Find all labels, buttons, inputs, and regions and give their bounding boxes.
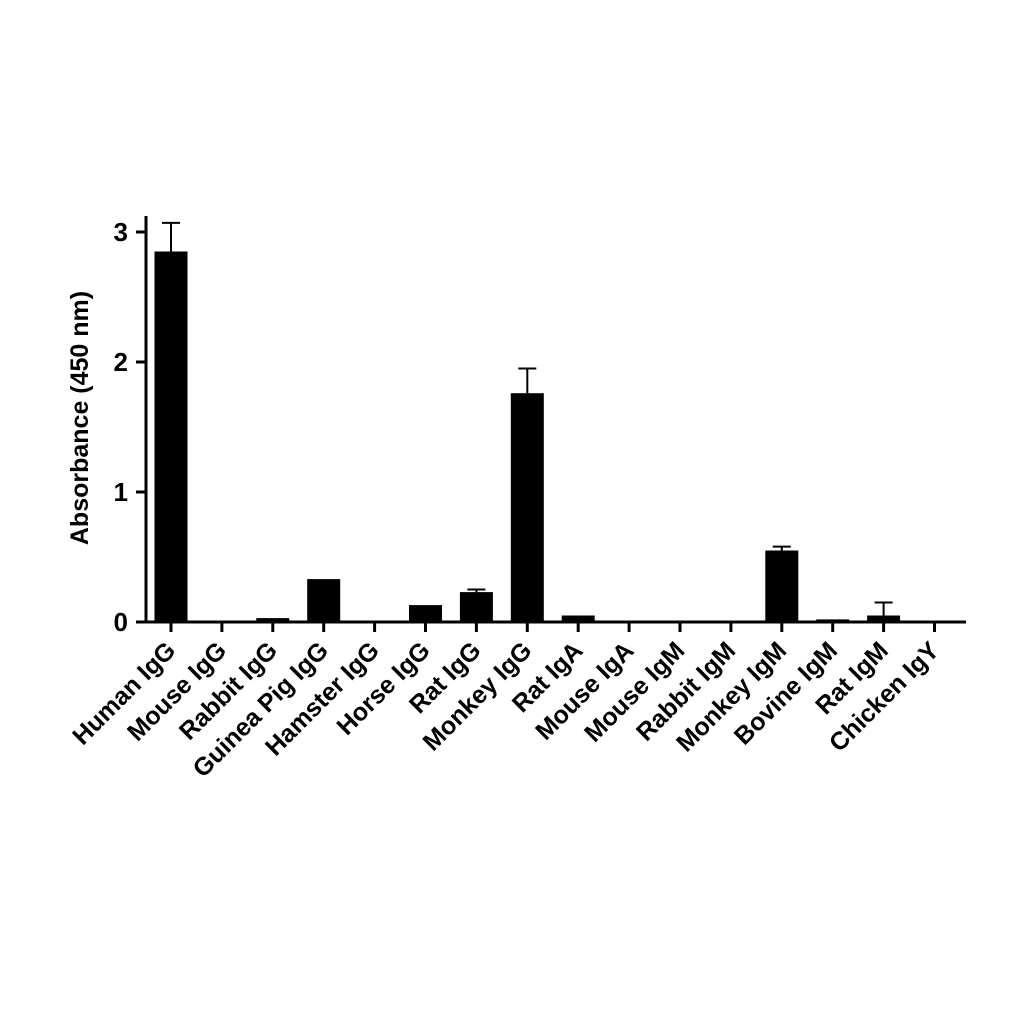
bar xyxy=(459,592,493,622)
axes-group xyxy=(144,216,966,624)
bar xyxy=(510,393,544,622)
bars-group xyxy=(154,251,901,622)
bar xyxy=(256,618,290,622)
error-bars-group xyxy=(162,221,893,616)
y-tick-label: 2 xyxy=(114,347,128,377)
y-ticks-group: 0 1 2 3 xyxy=(114,217,146,637)
bar xyxy=(409,605,442,622)
bar xyxy=(307,579,341,622)
bar xyxy=(765,550,799,622)
bar xyxy=(154,251,188,622)
y-tick-label: 3 xyxy=(114,217,128,247)
bar xyxy=(867,615,901,622)
y-axis-label: Absorbance (450 nm) xyxy=(66,291,94,545)
bar xyxy=(561,615,595,622)
y-tick-label: 0 xyxy=(114,607,128,637)
y-tick-label: 1 xyxy=(114,477,128,507)
